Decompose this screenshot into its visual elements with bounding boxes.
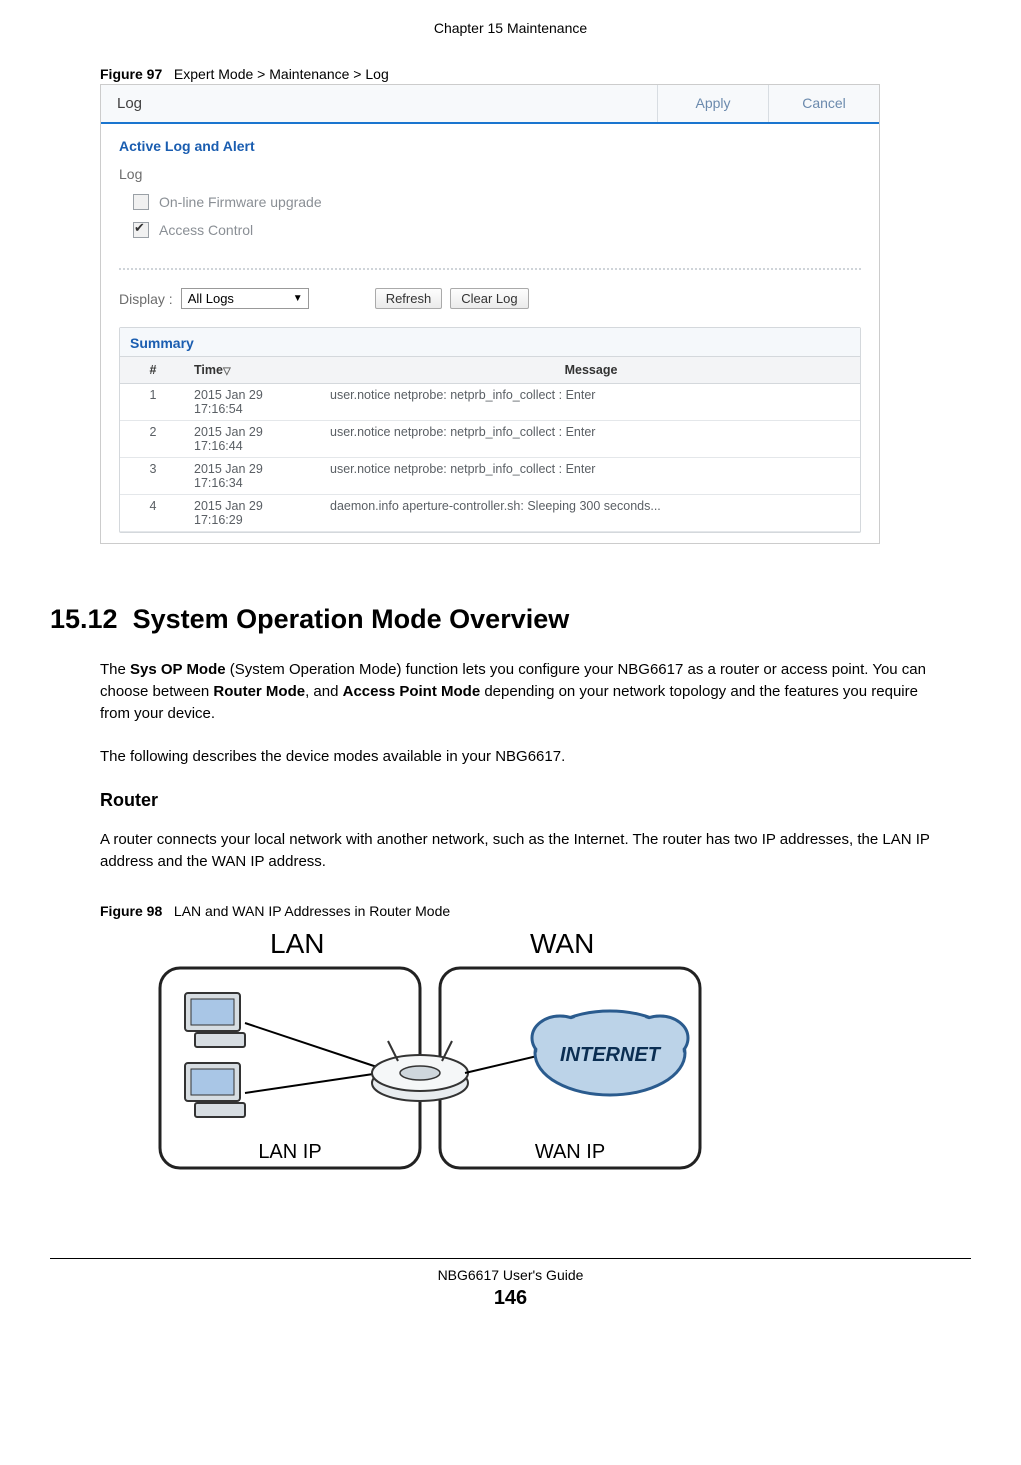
cell-time: 2015 Jan 29 17:16:29 <box>186 495 322 532</box>
p1-mid2: , and <box>305 683 343 700</box>
display-select[interactable]: All Logs ▼ <box>181 288 309 309</box>
checkbox-access-label: Access Control <box>159 222 253 238</box>
cell-num: 1 <box>120 384 186 421</box>
cell-msg: user.notice netprobe: netprb_info_collec… <box>322 421 860 458</box>
col-time-header[interactable]: Time▽ <box>186 357 322 384</box>
log-screenshot: Log Apply Cancel Active Log and Alert Lo… <box>100 84 880 544</box>
separator <box>119 268 861 270</box>
chevron-down-icon: ▼ <box>293 293 303 304</box>
lan-title: LAN <box>270 928 324 959</box>
cell-time: 2015 Jan 29 17:16:34 <box>186 458 322 495</box>
paragraph-1: The Sys OP Mode (System Operation Mode) … <box>100 659 930 724</box>
wan-title: WAN <box>530 928 594 959</box>
clear-log-button[interactable]: Clear Log <box>450 288 528 309</box>
section-heading: 15.12 System Operation Mode Overview <box>50 604 971 635</box>
router-subheading: Router <box>100 790 971 811</box>
checkbox-firmware-label: On-line Firmware upgrade <box>159 194 322 210</box>
table-row: 32015 Jan 29 17:16:34user.notice netprob… <box>120 458 860 495</box>
cell-msg: user.notice netprobe: netprb_info_collec… <box>322 458 860 495</box>
figure98-caption: Figure 98 LAN and WAN IP Addresses in Ro… <box>100 903 971 919</box>
figure97-label: Figure 97 <box>100 66 162 82</box>
paragraph-3: A router connects your local network wit… <box>100 829 930 873</box>
section-number: 15.12 <box>50 604 118 634</box>
display-select-value: All Logs <box>188 291 234 306</box>
panel-title: Log <box>101 85 657 122</box>
cell-msg: daemon.info aperture-controller.sh: Slee… <box>322 495 860 532</box>
section-title: System Operation Mode Overview <box>133 604 570 634</box>
page-footer: NBG6617 User's Guide <box>50 1258 971 1283</box>
chapter-header: Chapter 15 Maintenance <box>50 20 971 36</box>
figure97-caption: Figure 97 Expert Mode > Maintenance > Lo… <box>100 66 971 82</box>
summary-heading: Summary <box>120 328 860 357</box>
cell-time: 2015 Jan 29 17:16:44 <box>186 421 322 458</box>
checkbox-row-access: Access Control <box>119 216 861 244</box>
p1-b3: Access Point Mode <box>343 683 481 700</box>
p1-b2: Router Mode <box>213 683 305 700</box>
sort-desc-icon: ▽ <box>223 366 231 377</box>
figure98-label: Figure 98 <box>100 903 162 919</box>
summary-block: Summary # Time▽ Message 12015 Jan 29 17:… <box>119 327 861 533</box>
cell-num: 2 <box>120 421 186 458</box>
log-label: Log <box>119 160 861 188</box>
checkbox-row-firmware: On-line Firmware upgrade <box>119 188 861 216</box>
cell-msg: user.notice netprobe: netprb_info_collec… <box>322 384 860 421</box>
col-msg-header[interactable]: Message <box>322 357 860 384</box>
col-time-label: Time <box>194 363 223 377</box>
internet-label: INTERNET <box>560 1044 662 1066</box>
active-log-alert-heading: Active Log and Alert <box>101 124 879 160</box>
cell-time: 2015 Jan 29 17:16:54 <box>186 384 322 421</box>
display-row: Display : All Logs ▼ Refresh Clear Log <box>119 288 861 327</box>
paragraph-2: The following describes the device modes… <box>100 746 930 768</box>
router-diagram: LAN WAN <box>150 923 710 1188</box>
screenshot-header: Log Apply Cancel <box>101 85 879 124</box>
table-row: 22015 Jan 29 17:16:44user.notice netprob… <box>120 421 860 458</box>
checkbox-firmware[interactable] <box>133 194 149 210</box>
p1-b1: Sys OP Mode <box>130 661 226 678</box>
col-num-header[interactable]: # <box>120 357 186 384</box>
apply-button[interactable]: Apply <box>657 85 768 122</box>
figure97-text: Expert Mode > Maintenance > Log <box>174 66 389 82</box>
table-row: 12015 Jan 29 17:16:54user.notice netprob… <box>120 384 860 421</box>
table-row: 42015 Jan 29 17:16:29daemon.info apertur… <box>120 495 860 532</box>
cell-num: 3 <box>120 458 186 495</box>
page-number: 146 <box>50 1287 971 1310</box>
figure98-text: LAN and WAN IP Addresses in Router Mode <box>174 903 450 919</box>
cancel-button[interactable]: Cancel <box>768 85 879 122</box>
p1-lead: The <box>100 661 130 678</box>
checkbox-access-control[interactable] <box>133 222 149 238</box>
log-table: # Time▽ Message 12015 Jan 29 17:16:54use… <box>120 357 860 532</box>
display-label: Display : <box>119 291 173 307</box>
refresh-button[interactable]: Refresh <box>375 288 443 309</box>
wan-ip-label: WAN IP <box>535 1141 605 1163</box>
cell-num: 4 <box>120 495 186 532</box>
lan-ip-label: LAN IP <box>258 1141 321 1163</box>
